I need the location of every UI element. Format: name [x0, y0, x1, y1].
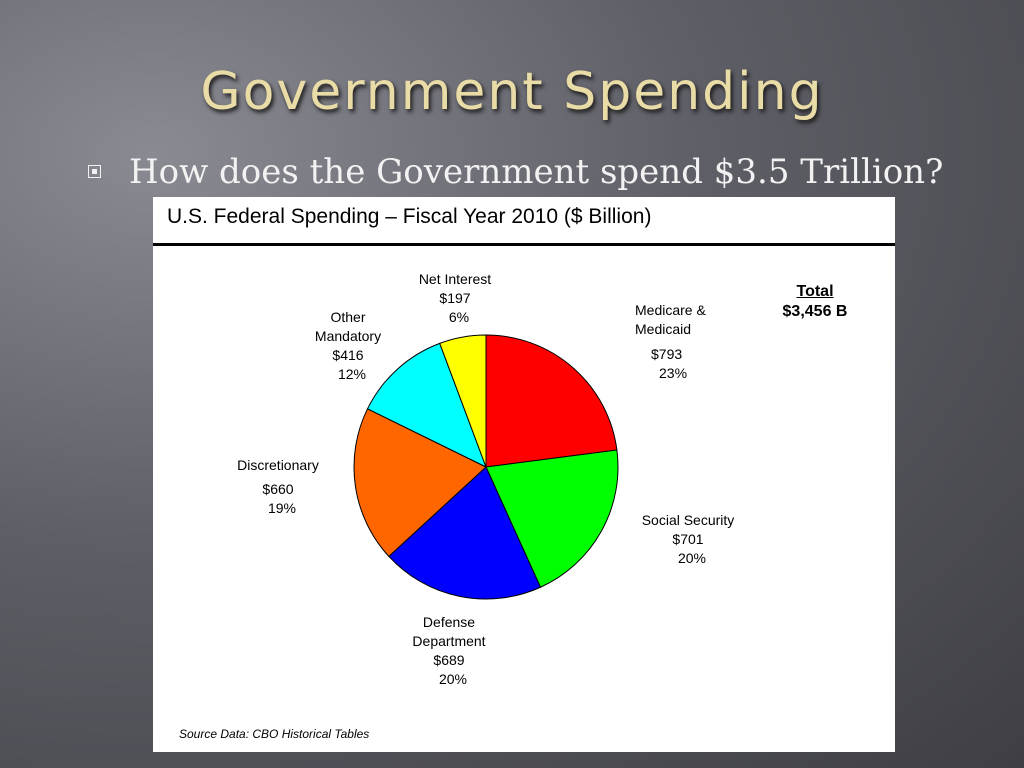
pie-slice [353, 408, 487, 558]
chart-panel: U.S. Federal Spending – Fiscal Year 2010… [153, 197, 895, 752]
total-value: $3,456 B [782, 303, 848, 320]
slice-label: Medicare & Medicaid $793 23% [635, 302, 706, 381]
slice-label: Other Mandatory $416 12% [315, 309, 381, 382]
bullet-text: How does the Government spend $3.5 Trill… [129, 152, 944, 192]
slide-title: Government Spending [200, 62, 824, 122]
slice-label: Social Security $701 20% [642, 512, 735, 566]
pie-chart: Medicare & Medicaid $793 23% Social Security… [237, 271, 735, 687]
pie-slice [485, 449, 619, 588]
pie-slice [439, 334, 487, 468]
pie-slice [485, 334, 618, 468]
slice-label: Defense Department $689 20% [412, 614, 485, 687]
chart-title-rule [153, 243, 895, 246]
chart-total: Total $3,456 B [765, 282, 865, 322]
chart-source: Source Data: CBO Historical Tables [179, 727, 370, 741]
pie-slice [366, 342, 487, 469]
slice-label: Discretionary $660 19% [237, 457, 319, 516]
total-label: Total [796, 283, 834, 300]
square-bullet-icon [88, 164, 101, 178]
pie-slice [388, 466, 542, 600]
bullet-point: How does the Government spend $3.5 Trill… [88, 152, 943, 192]
chart-title: U.S. Federal Spending – Fiscal Year 2010… [167, 205, 652, 228]
slice-label: Net Interest $197 6% [419, 271, 491, 325]
